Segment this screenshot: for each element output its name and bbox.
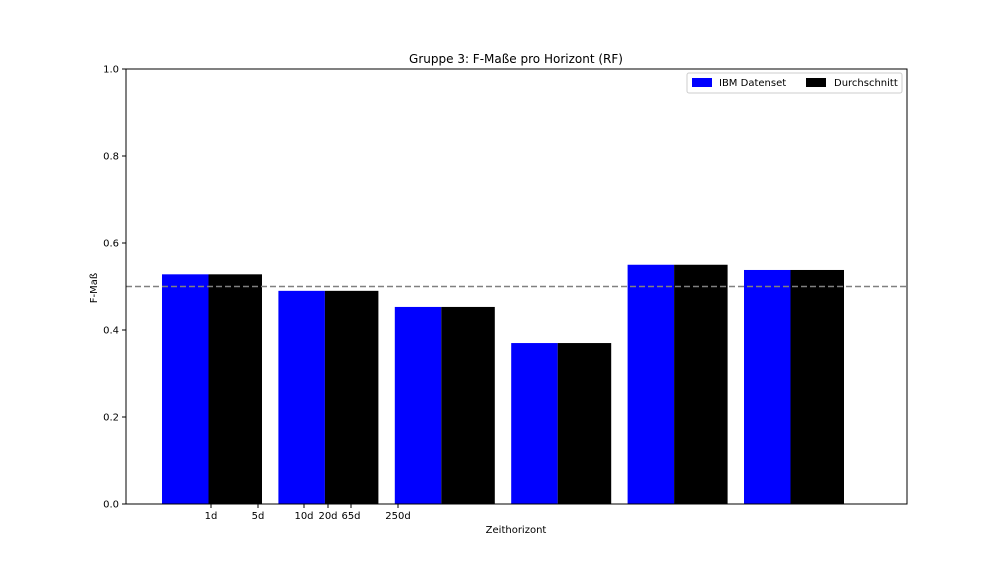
bar-ibm-datenset: [278, 290, 325, 504]
bar-durchschnitt: [557, 343, 612, 504]
bar-ibm-datenset: [162, 274, 209, 504]
y-tick-label: 0.8: [103, 152, 119, 163]
x-tick-label: 5d: [252, 511, 265, 522]
legend: IBM Datenset Durchschnitt: [686, 72, 903, 94]
legend-swatch-ibm: [692, 78, 712, 87]
x-tick-label: 1d: [205, 511, 218, 522]
y-axis-label: F-Maß: [89, 273, 100, 303]
bar-ibm-datenset: [627, 264, 675, 504]
bar-ibm-datenset: [511, 343, 558, 504]
plot-area: 0.0 0.2 0.4 0.6 0.8 1.0 1d 5d 10d 20d 65d 250d: [103, 65, 908, 522]
y-tick-label: 0.6: [103, 239, 119, 250]
y-tick-label: 0.4: [103, 326, 119, 337]
x-axis-label: Zeithorizont: [486, 525, 547, 536]
axes-frame: [125, 68, 908, 505]
bar-ibm-datenset: [744, 269, 791, 504]
y-tick-label: 0.2: [103, 413, 119, 424]
bar-durchschnitt: [324, 290, 379, 504]
legend-label-durchschnitt: Durchschnitt: [834, 78, 898, 89]
legend-frame: [686, 72, 903, 94]
bar-ibm-datenset: [394, 306, 442, 504]
bar-durchschnitt: [674, 264, 728, 504]
y-tick-label: 1.0: [103, 65, 119, 76]
legend-label-ibm: IBM Datenset: [719, 78, 786, 89]
chart-title: Gruppe 3: F-Maße pro Horizont (RF): [409, 52, 623, 66]
x-tick-label: 250d: [385, 511, 410, 522]
bar-durchschnitt: [208, 274, 262, 504]
legend-swatch-durchschnitt: [806, 78, 826, 87]
bar-durchschnitt: [790, 269, 844, 504]
bar-durchschnitt: [441, 306, 495, 504]
x-tick-label: 65d: [341, 511, 360, 522]
y-tick-label: 0.0: [103, 500, 119, 511]
x-tick-label: 10d: [294, 511, 313, 522]
x-tick-label: 20d: [318, 511, 337, 522]
